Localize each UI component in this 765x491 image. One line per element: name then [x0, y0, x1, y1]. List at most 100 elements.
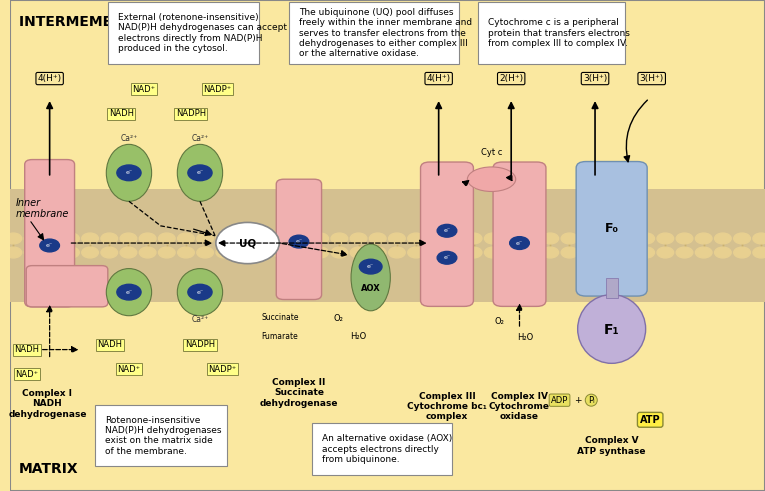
- Circle shape: [350, 233, 367, 244]
- Text: AOX: AOX: [361, 284, 380, 293]
- Circle shape: [350, 247, 367, 258]
- Text: Rotenone-insensitive
NAD(P)H dehydrogenases
exist on the matrix side
of the memb: Rotenone-insensitive NAD(P)H dehydrogena…: [105, 416, 221, 456]
- Circle shape: [44, 233, 60, 244]
- Circle shape: [437, 251, 457, 264]
- Circle shape: [139, 247, 156, 258]
- Text: Cyt c: Cyt c: [481, 148, 503, 157]
- Ellipse shape: [467, 167, 516, 191]
- FancyBboxPatch shape: [26, 266, 108, 307]
- Circle shape: [274, 233, 290, 244]
- Circle shape: [369, 247, 386, 258]
- Circle shape: [638, 233, 655, 244]
- Circle shape: [427, 247, 444, 258]
- Circle shape: [715, 247, 731, 258]
- Circle shape: [293, 247, 309, 258]
- Circle shape: [638, 247, 655, 258]
- Circle shape: [63, 233, 80, 244]
- Circle shape: [289, 235, 309, 248]
- Circle shape: [581, 247, 597, 258]
- Text: INTERMEMBRANE SPACE: INTERMEMBRANE SPACE: [18, 15, 210, 29]
- Text: NAD⁺: NAD⁺: [15, 370, 38, 379]
- Text: 2(H⁺): 2(H⁺): [499, 74, 523, 83]
- Circle shape: [715, 233, 731, 244]
- Circle shape: [216, 222, 279, 264]
- Circle shape: [254, 247, 271, 258]
- Circle shape: [484, 233, 501, 244]
- Text: Inner
membrane: Inner membrane: [15, 198, 69, 219]
- Text: e⁻: e⁻: [444, 228, 451, 233]
- Circle shape: [695, 247, 712, 258]
- FancyBboxPatch shape: [95, 405, 227, 466]
- Circle shape: [503, 233, 520, 244]
- Circle shape: [619, 233, 635, 244]
- Text: Complex I
NADH
dehydrogenase: Complex I NADH dehydrogenase: [8, 389, 86, 418]
- Circle shape: [465, 247, 482, 258]
- Circle shape: [188, 284, 212, 300]
- Circle shape: [216, 233, 233, 244]
- Text: F₀: F₀: [604, 222, 619, 235]
- Text: e⁻: e⁻: [516, 241, 523, 246]
- Circle shape: [581, 233, 597, 244]
- Text: ADP: ADP: [551, 396, 568, 405]
- Text: Complex II
Succinate
dehydrogenase: Complex II Succinate dehydrogenase: [259, 378, 338, 408]
- Text: External (rotenone-insensitive)
NAD(P)H dehydrogenases can accept
electrons dire: External (rotenone-insensitive) NAD(P)H …: [118, 13, 287, 53]
- Circle shape: [101, 233, 118, 244]
- Circle shape: [235, 247, 252, 258]
- Text: 4(H⁺): 4(H⁺): [37, 74, 62, 83]
- Text: e⁻: e⁻: [295, 239, 302, 244]
- Ellipse shape: [177, 144, 223, 201]
- Circle shape: [312, 247, 328, 258]
- FancyBboxPatch shape: [312, 423, 451, 475]
- Circle shape: [446, 233, 463, 244]
- Circle shape: [216, 247, 233, 258]
- Circle shape: [63, 247, 80, 258]
- Circle shape: [734, 233, 750, 244]
- Circle shape: [503, 247, 520, 258]
- Circle shape: [101, 247, 118, 258]
- Circle shape: [465, 233, 482, 244]
- Text: e⁻: e⁻: [444, 255, 451, 260]
- Text: Pᵢ: Pᵢ: [588, 396, 594, 405]
- Circle shape: [331, 247, 347, 258]
- Text: NADH: NADH: [15, 345, 40, 354]
- Circle shape: [562, 247, 578, 258]
- Circle shape: [197, 247, 213, 258]
- Circle shape: [408, 247, 425, 258]
- Text: ATP: ATP: [640, 415, 660, 425]
- Circle shape: [117, 165, 141, 181]
- FancyBboxPatch shape: [289, 2, 459, 64]
- Ellipse shape: [106, 269, 151, 316]
- Circle shape: [437, 224, 457, 237]
- Bar: [606, 278, 617, 298]
- Circle shape: [158, 233, 175, 244]
- Circle shape: [484, 247, 501, 258]
- Text: e⁻: e⁻: [197, 170, 203, 175]
- Text: Complex V
ATP synthase: Complex V ATP synthase: [578, 436, 646, 456]
- FancyBboxPatch shape: [478, 2, 625, 64]
- Text: NADP⁺: NADP⁺: [203, 85, 232, 94]
- Circle shape: [600, 233, 616, 244]
- Text: e⁻: e⁻: [197, 290, 203, 295]
- Circle shape: [24, 247, 41, 258]
- Ellipse shape: [578, 295, 646, 363]
- Circle shape: [676, 247, 693, 258]
- Text: O₂: O₂: [334, 314, 343, 323]
- Text: +: +: [574, 396, 581, 405]
- Circle shape: [562, 233, 578, 244]
- FancyBboxPatch shape: [108, 2, 259, 64]
- Text: H₂O: H₂O: [350, 332, 366, 341]
- Circle shape: [293, 233, 309, 244]
- Circle shape: [139, 233, 156, 244]
- Circle shape: [408, 233, 425, 244]
- Ellipse shape: [351, 244, 390, 311]
- Circle shape: [600, 247, 616, 258]
- FancyBboxPatch shape: [576, 162, 647, 296]
- Text: UQ: UQ: [239, 238, 256, 248]
- Text: 3(H⁺): 3(H⁺): [583, 74, 607, 83]
- Text: O₂: O₂: [494, 317, 504, 326]
- Circle shape: [427, 233, 444, 244]
- Text: F₁: F₁: [604, 323, 620, 337]
- Circle shape: [542, 247, 558, 258]
- Circle shape: [657, 247, 674, 258]
- Text: NADH: NADH: [109, 109, 134, 118]
